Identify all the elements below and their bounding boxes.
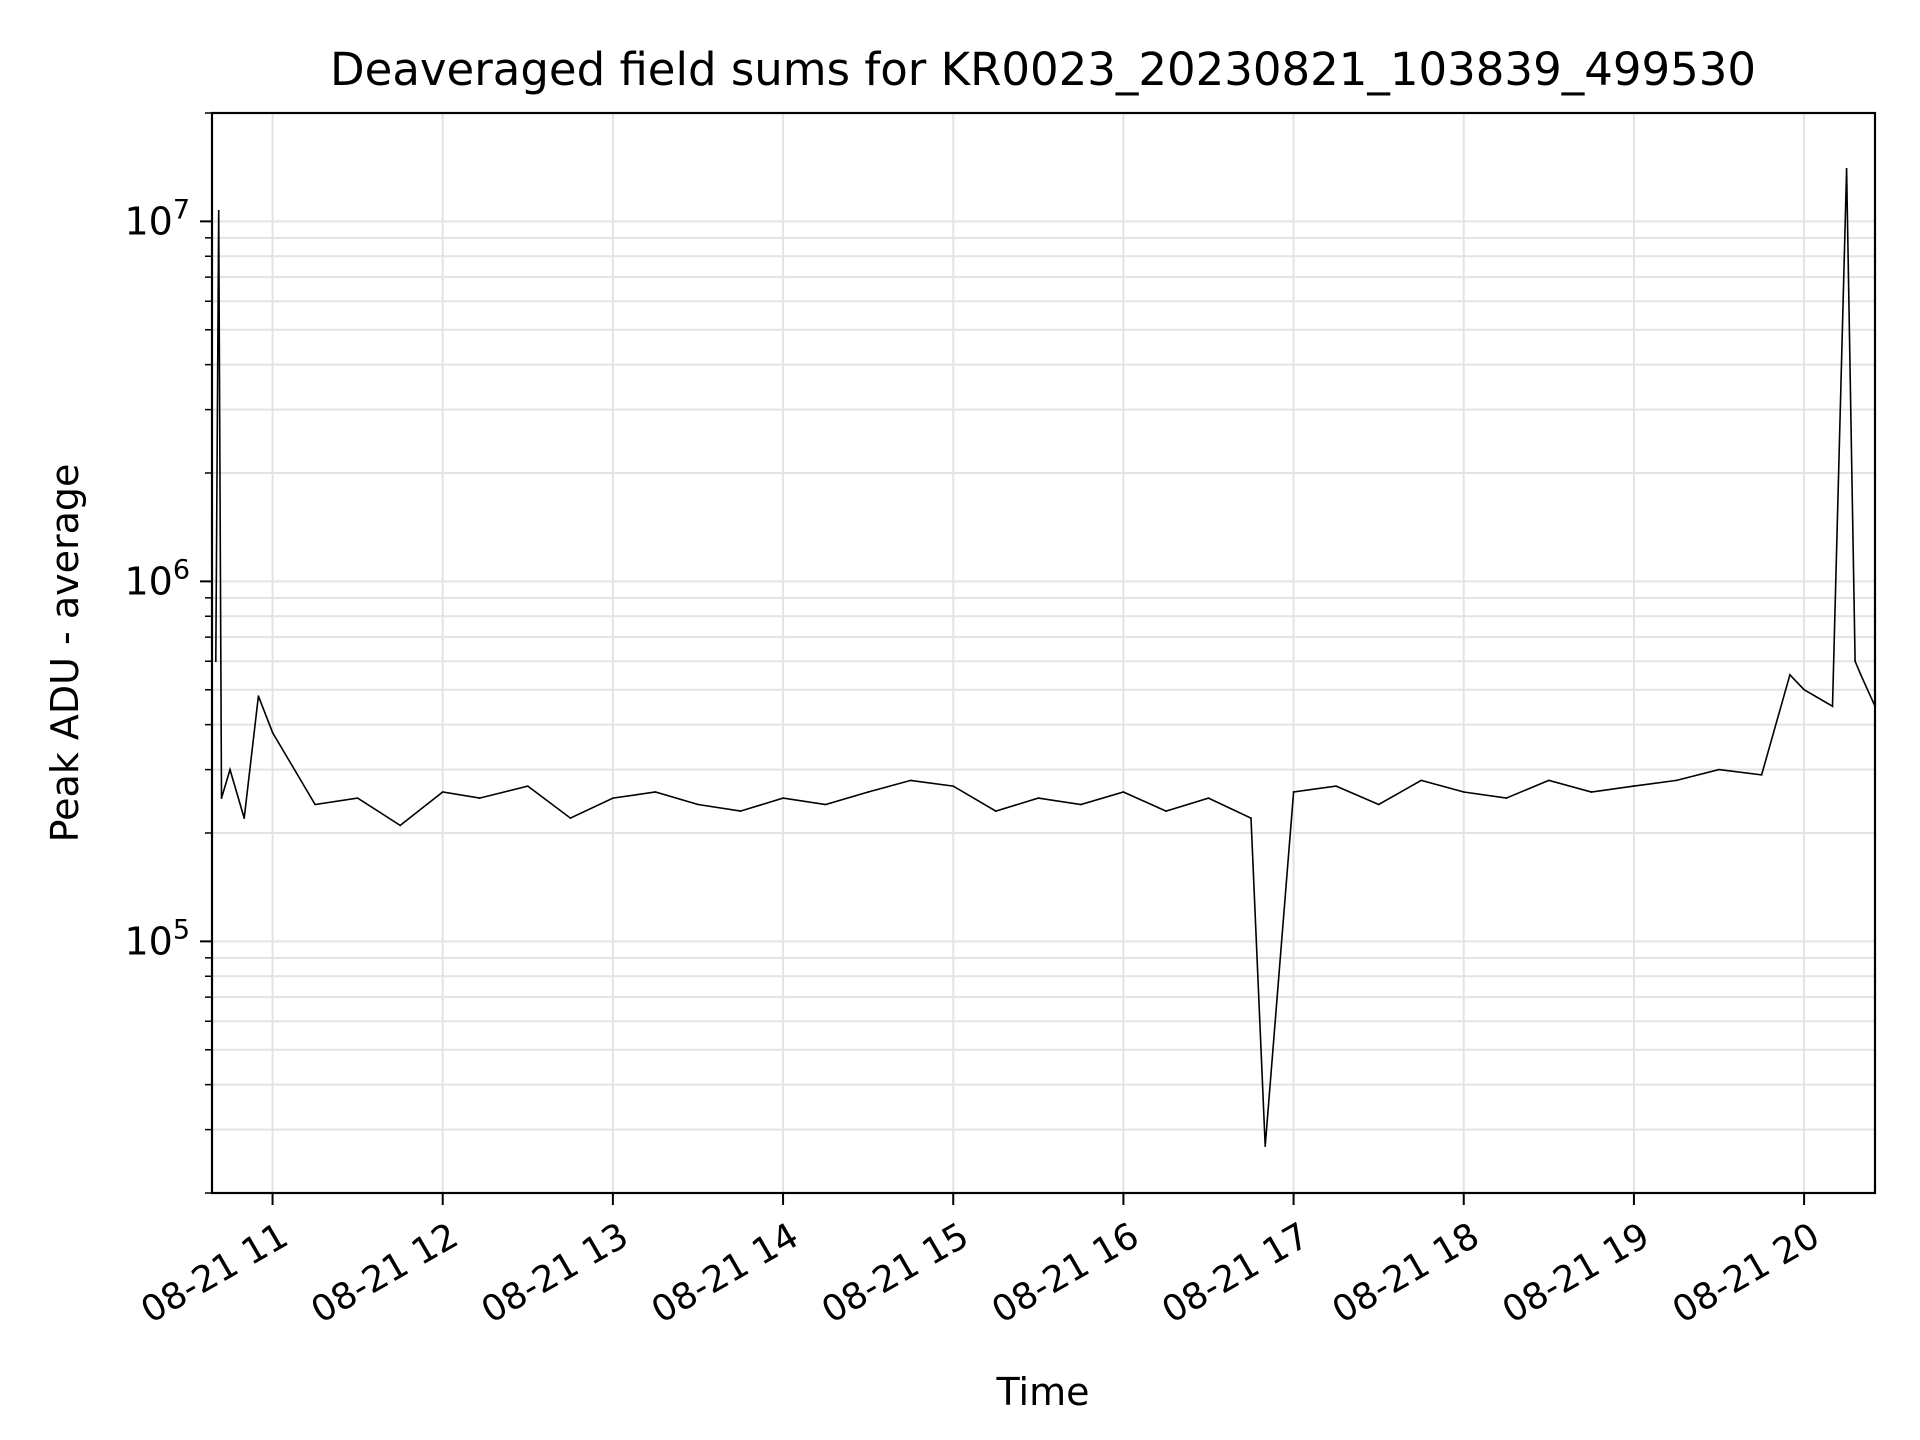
- data-point: [1250, 817, 1252, 819]
- chart-title: Deaveraged field sums for KR0023_2023082…: [330, 43, 1756, 96]
- y-axis-ticks: 105 106 107: [124, 112, 212, 1194]
- data-point: [1547, 779, 1550, 782]
- y-tick-label: 105: [124, 914, 190, 963]
- data-point: [478, 797, 481, 799]
- data-point: [1420, 779, 1423, 782]
- y-axis-label: Peak ADU - average: [43, 464, 87, 843]
- data-point: [356, 797, 359, 799]
- grid-lines: [212, 112, 1875, 1194]
- x-axis-label: Time: [996, 1370, 1090, 1414]
- data-point: [1803, 688, 1805, 691]
- data-point: [214, 660, 217, 663]
- data-point: [1505, 797, 1508, 799]
- data-point: [1854, 660, 1856, 663]
- data-point: [243, 817, 246, 819]
- data-point: [1590, 791, 1593, 793]
- data-point: [1859, 673, 1862, 676]
- data-point: [257, 695, 260, 697]
- data-point: [1037, 797, 1040, 799]
- data-point: [909, 779, 912, 782]
- data-point: [1462, 791, 1465, 793]
- data-point: [1831, 705, 1834, 708]
- data-point: [824, 803, 827, 806]
- data-point: [569, 817, 572, 819]
- data-point: [1760, 774, 1763, 776]
- data-point: [1675, 779, 1678, 782]
- data-point: [1207, 797, 1210, 799]
- y-tick-label: 106: [124, 554, 190, 603]
- data-point: [1377, 803, 1380, 806]
- data-point: [1165, 810, 1167, 812]
- data-point: [867, 791, 870, 793]
- data-point: [271, 731, 274, 734]
- data-point: [314, 803, 316, 806]
- data-point: [526, 785, 529, 787]
- data-point: [739, 810, 742, 812]
- data-point: [1264, 1145, 1267, 1147]
- data-point: [1633, 785, 1635, 787]
- data-point: [654, 791, 657, 793]
- series-line-group: [214, 167, 1876, 1147]
- data-point: [1789, 673, 1791, 676]
- axes-frame: [210, 111, 1877, 1195]
- data-point: [1080, 803, 1082, 806]
- data-point: [217, 209, 220, 212]
- data-point: [952, 785, 955, 787]
- data-point: [441, 791, 444, 793]
- data-point: [1845, 167, 1848, 170]
- data-point: [1122, 791, 1125, 793]
- data-point: [1335, 785, 1337, 787]
- data-point: [1718, 768, 1720, 771]
- data-point: [782, 797, 784, 799]
- y-tick-label: 107: [124, 194, 190, 243]
- data-point: [994, 810, 997, 812]
- data-point: [612, 797, 614, 799]
- data-point: [697, 803, 699, 806]
- series-line: [215, 168, 1876, 1147]
- data-point: [220, 797, 223, 799]
- data-point: [229, 768, 231, 771]
- data-point: [1292, 791, 1295, 793]
- data-point: [399, 824, 402, 827]
